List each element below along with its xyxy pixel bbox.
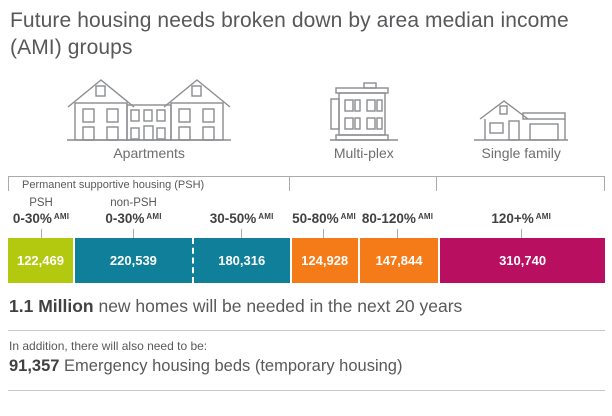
label-tick [241,228,243,238]
group-apartments: Apartments [8,73,290,162]
bar-segment: 220,539 [72,237,192,283]
label-tick [40,228,42,238]
page-title: Future housing needs broken down by area… [10,9,569,59]
ami-label-120-plus: 120+% AMI [437,196,605,238]
divider [8,329,605,331]
bar-segment: 180,316 [191,237,290,283]
ami-superscript: AMI [146,211,162,221]
building-label-multiplex: Multi-plex [333,144,394,161]
beds-highlight: 91,357 [9,356,60,375]
ami-labels-row: PSH 0-30% AMI non-PSH 0-30% AMI 30-50% AMI … [8,196,605,238]
ami-label: 30-50% AMI [209,210,274,226]
addition-intro: In addition, there will also need to be: [9,338,208,353]
ami-label-50-80: 50-80% AMI [290,196,357,238]
ami-label: 0-30% AMI [12,210,70,226]
ami-superscript: AMI [417,211,434,221]
summary-line: 1.1 Million new homes will be needed in … [9,296,605,317]
ami-superscript: AMI [340,211,356,221]
ami-label: 0-30% AMI [105,210,162,226]
apartments-icon [67,79,232,141]
bar-segment: 147,844 [357,237,439,283]
divider [8,389,605,391]
segment-value: 122,469 [16,252,64,268]
segment-value: 310,740 [499,252,547,268]
infographic-canvas: { "title": "Future housing needs broken … [0,8,612,416]
ruler-tick-multiplex [289,176,436,191]
group-multiplex: Multi-plex [290,81,437,162]
ami-superscript: AMI [258,211,274,221]
segment-value: 220,539 [109,252,157,268]
label-tick [397,228,399,238]
bar-segment: 124,928 [289,237,358,283]
segment-value: 124,928 [301,252,349,268]
building-icons-row: Apartments Multi-plex Singl [8,74,605,162]
ami-label: 120+% AMI [491,210,552,226]
group-ruler [8,175,605,191]
ruler-tick-single-family [436,176,605,191]
ami-label-30-50: 30-50% AMI [193,196,290,238]
label-tick [133,228,135,238]
segment-value: 180,316 [218,252,266,268]
ruler-tick-apartments [8,176,289,191]
beds-text: Emergency housing beds (temporary housin… [59,356,403,375]
stacked-bar: 122,469 220,539 180,316 124,928 147,844 … [8,237,605,283]
ami-label-80-120: 80-120% AMI [358,196,438,238]
summary-highlight: 1.1 Million [9,295,94,316]
ami-superscript: AMI [535,211,552,221]
label-tick [323,228,325,238]
group-single-family: Single family [437,97,605,162]
multiplex-icon [329,82,398,141]
bar-segment: 122,469 [8,237,73,283]
ami-label: 80-120% AMI [361,210,434,226]
label-tick [520,228,522,238]
ami-sublabel: PSH [29,196,53,209]
ami-sublabel: non-PSH [110,196,157,209]
building-label-single-family: Single family [481,144,561,161]
segment-value: 147,844 [375,252,423,268]
ami-label-psh-0-30: PSH 0-30% AMI [8,196,74,238]
ami-superscript: AMI [53,211,70,221]
summary-text: new homes will be needed in the next 20 … [93,295,463,316]
ami-label-nonpsh-0-30: non-PSH 0-30% AMI [74,196,193,238]
psh-bracket-label: Permanent supportive housing (PSH) [22,178,205,191]
bar-segment: 310,740 [438,237,605,283]
single-family-icon [474,100,569,141]
ami-label: 50-80% AMI [292,210,356,226]
beds-line: 91,357 Emergency housing beds (temporary… [9,357,605,376]
building-label-apartments: Apartments [113,144,185,161]
